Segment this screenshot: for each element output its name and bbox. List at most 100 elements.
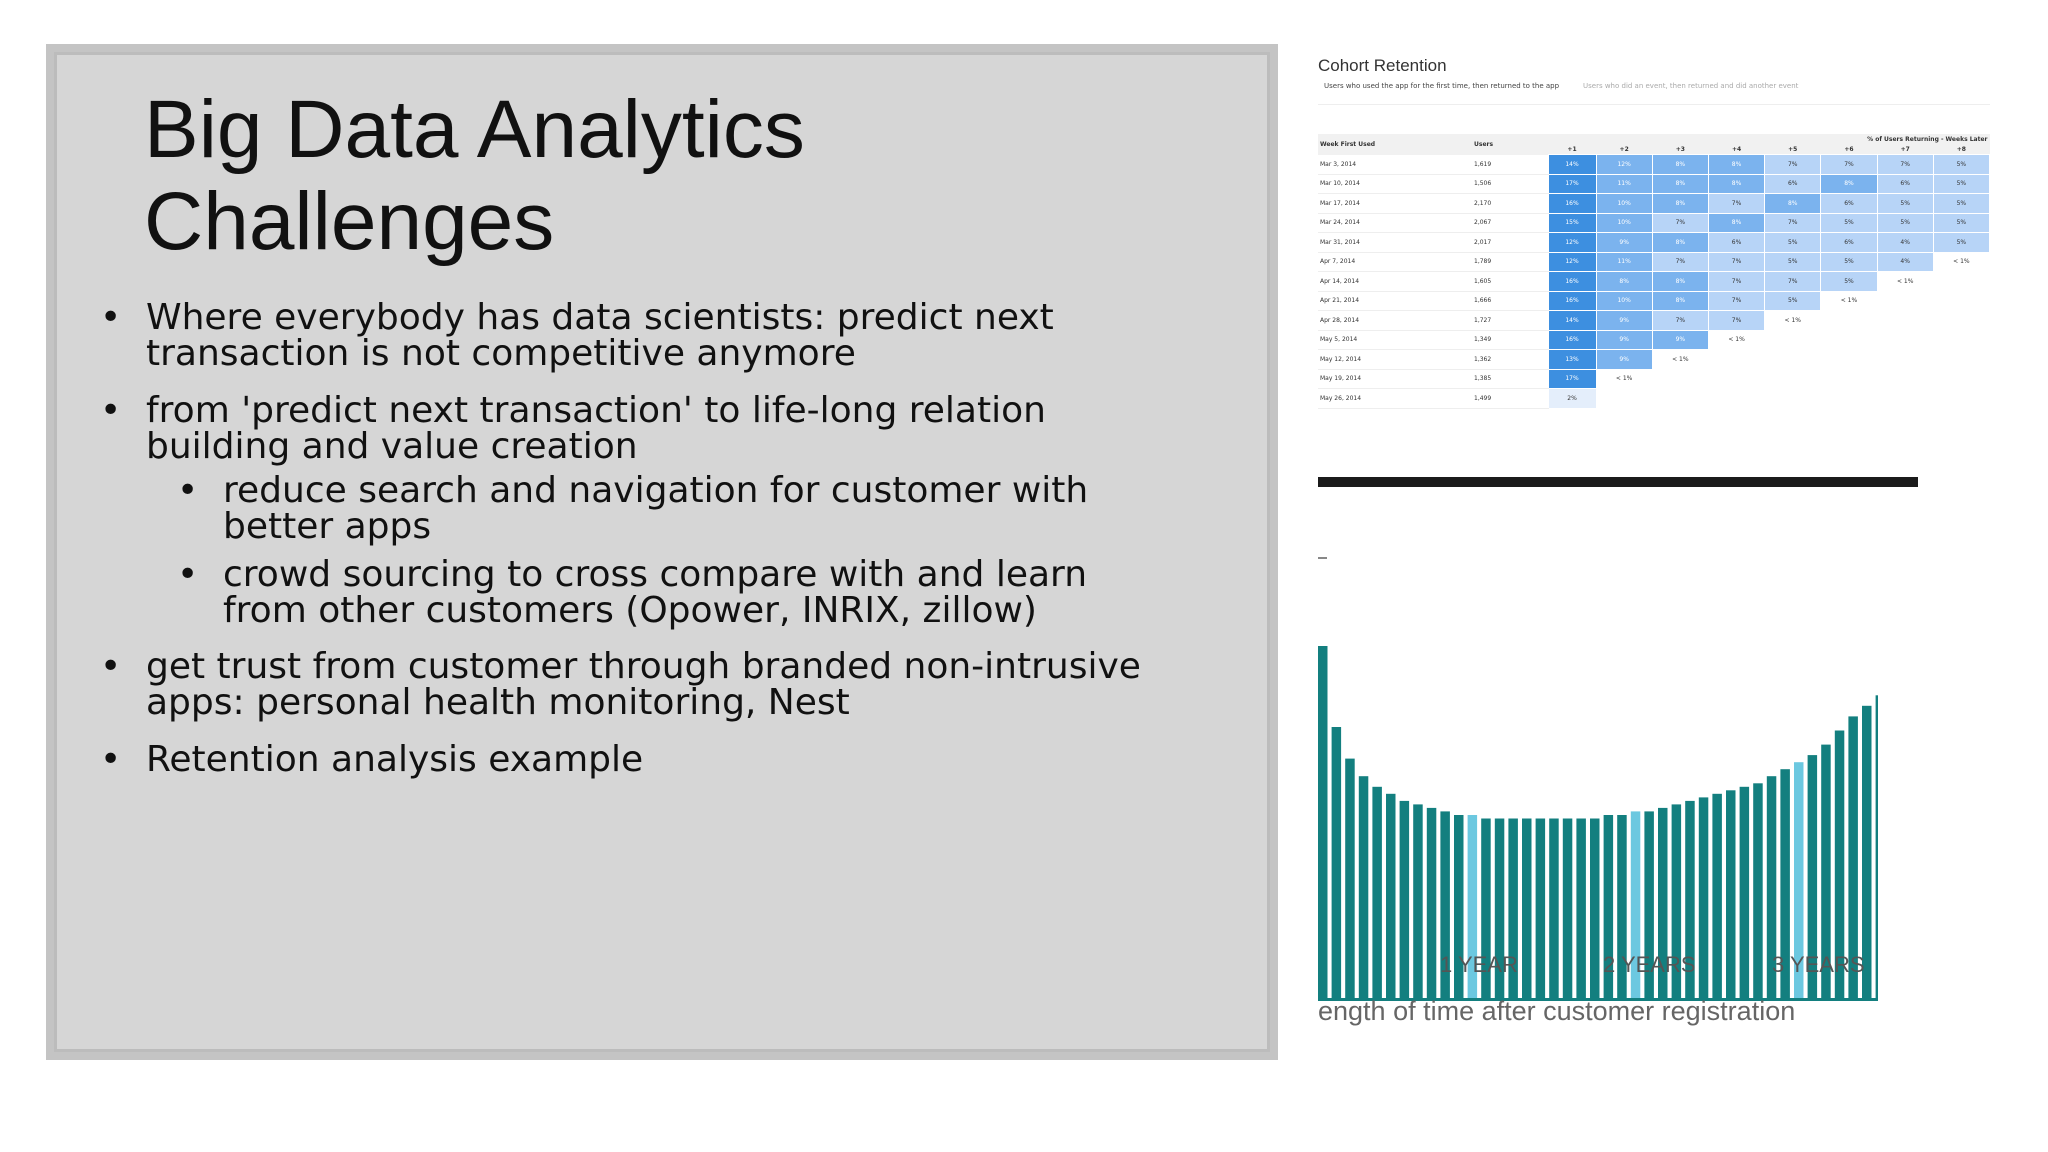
table-row: Mar 3, 2014 1,619 14% 12% 8% 8% 7% 7% 7% 5% xyxy=(1318,154,1991,175)
cell-week: Mar 17, 2014 xyxy=(1318,193,1472,214)
table-row: May 5, 2014 1,349 16% 9% 9% < 1% xyxy=(1318,329,1991,350)
bar xyxy=(1454,815,1464,998)
cell-retention xyxy=(1932,271,1991,292)
cell-retention xyxy=(1820,388,1878,409)
cell-retention xyxy=(1651,368,1709,389)
bar xyxy=(1549,818,1559,998)
cohort-table: Week First Used Users % of Users Returni… xyxy=(1318,134,1991,409)
cell-retention xyxy=(1764,368,1822,389)
title-line-2: Challenges xyxy=(144,176,555,267)
bar xyxy=(1386,793,1396,998)
cell-retention: 8% xyxy=(1820,173,1878,194)
bar xyxy=(1345,758,1355,998)
bar xyxy=(1821,744,1831,998)
bullet-text: transaction is not competitive anymore xyxy=(146,333,856,374)
cell-users: 1,499 xyxy=(1472,388,1548,409)
cell-users: 2,170 xyxy=(1472,193,1548,214)
table-row: Mar 10, 2014 1,506 17% 11% 8% 8% 6% 8% 6% 5% xyxy=(1318,173,1991,194)
cell-retention: 8% xyxy=(1707,154,1766,175)
cell-retention: 5% xyxy=(1932,212,1991,233)
cell-retention xyxy=(1932,310,1991,331)
bar xyxy=(1413,804,1423,998)
cell-users: 1,619 xyxy=(1472,154,1548,175)
bar xyxy=(1318,646,1328,998)
bullet-item: Where everybody has data scientists: pre… xyxy=(100,300,1200,372)
bullet-text: apps: personal health monitoring, Nest xyxy=(146,682,850,723)
sub-bullet-list: reduce search and navigation for custome… xyxy=(100,473,1200,629)
header-week-offset: +4 xyxy=(1708,144,1765,155)
cohort-subtitle-alt: Users who did an event, then returned an… xyxy=(1583,82,1799,90)
cell-retention: 7% xyxy=(1707,193,1766,214)
table-row: Apr 14, 2014 1,605 16% 8% 8% 7% 7% 5% < 1% xyxy=(1318,271,1991,292)
cell-retention: 4% xyxy=(1876,251,1934,272)
cell-week: Mar 10, 2014 xyxy=(1318,174,1472,194)
cell-retention xyxy=(1707,388,1766,409)
header-week: Week First Used xyxy=(1318,134,1472,155)
cell-retention xyxy=(1764,388,1822,409)
cell-retention: 7% xyxy=(1651,212,1709,233)
bar xyxy=(1698,797,1709,998)
sub-bullet-item: reduce search and navigation for custome… xyxy=(177,473,1200,545)
table-row: May 12, 2014 1,362 13% 9% < 1% xyxy=(1318,349,1991,370)
bullet-item: from 'predict next transaction' to life-… xyxy=(100,393,1200,629)
bar xyxy=(1399,800,1410,998)
cell-retention: 6% xyxy=(1707,232,1766,253)
cell-retention: 11% xyxy=(1595,251,1653,272)
cell-retention: 7% xyxy=(1764,271,1822,292)
bar xyxy=(1685,800,1695,998)
cell-users: 1,727 xyxy=(1472,310,1548,331)
cell-retention: 9% xyxy=(1651,329,1709,350)
cell-retention xyxy=(1932,368,1991,389)
cell-users: 1,385 xyxy=(1472,369,1548,389)
header-week-offset: +7 xyxy=(1877,144,1934,155)
tick-label-3-years: 3 YEARS xyxy=(1772,952,1865,977)
bar xyxy=(1372,786,1382,998)
bar xyxy=(1671,804,1682,998)
bar xyxy=(1440,811,1450,998)
bar xyxy=(1535,818,1546,998)
cell-retention: 7% xyxy=(1876,154,1934,175)
bar xyxy=(1834,730,1845,998)
cell-retention: 8% xyxy=(1651,154,1709,175)
bar xyxy=(1617,815,1627,998)
cell-users: 2,067 xyxy=(1472,213,1548,233)
cell-retention: 2% xyxy=(1547,388,1597,409)
bar xyxy=(1603,815,1614,998)
bar xyxy=(1590,818,1600,998)
cohort-subtitle: Users who used the app for the first tim… xyxy=(1324,82,1560,90)
cell-week: May 5, 2014 xyxy=(1318,330,1472,350)
cell-retention: 16% xyxy=(1547,193,1597,214)
divider-line xyxy=(1318,104,1990,105)
cell-retention: 9% xyxy=(1595,310,1653,331)
cell-retention: 16% xyxy=(1547,329,1597,350)
cell-retention: 16% xyxy=(1547,290,1597,311)
cell-retention: < 1% xyxy=(1595,368,1653,389)
table-header-row: Week First Used Users % of Users Returni… xyxy=(1318,134,1990,155)
x-axis-title: ength of time after customer registratio… xyxy=(1318,996,1796,1026)
header-week-offset: +8 xyxy=(1933,144,1990,155)
table-row: Apr 7, 2014 1,789 12% 11% 7% 7% 5% 5% 4% < 1% xyxy=(1318,251,1991,272)
bar xyxy=(1753,783,1763,998)
cell-users: 1,362 xyxy=(1472,349,1548,370)
table-row: Mar 17, 2014 2,170 16% 10% 8% 7% 8% 6% 5% 5% xyxy=(1318,193,1991,214)
cell-retention xyxy=(1707,349,1766,370)
bar xyxy=(1807,755,1818,998)
cell-retention: 8% xyxy=(1651,173,1709,194)
header-week-offset: +3 xyxy=(1652,144,1709,155)
bar xyxy=(1766,776,1777,998)
bullet-text: Where everybody has data scientists: pre… xyxy=(146,297,1054,338)
cell-retention: 9% xyxy=(1595,232,1653,253)
table-row: Apr 21, 2014 1,666 16% 10% 8% 7% 5% < 1% xyxy=(1318,290,1991,311)
cell-retention xyxy=(1932,329,1991,350)
cell-retention xyxy=(1707,368,1766,389)
bullet-text: Retention analysis example xyxy=(146,739,644,780)
cell-retention: 16% xyxy=(1547,271,1597,292)
bar xyxy=(1576,818,1586,998)
header-week-offset: +1 xyxy=(1548,144,1597,155)
cell-retention: 6% xyxy=(1876,173,1934,194)
cell-retention xyxy=(1651,388,1709,409)
cell-retention: 5% xyxy=(1876,193,1934,214)
cell-retention: 10% xyxy=(1595,193,1653,214)
cell-retention: 7% xyxy=(1651,251,1709,272)
cell-retention: < 1% xyxy=(1707,329,1766,350)
